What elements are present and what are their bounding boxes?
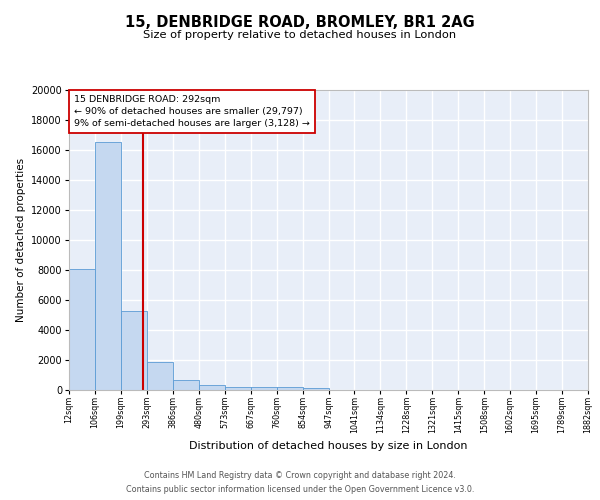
Bar (199, 385, 224, 390)
Bar (302, 388, 329, 390)
Bar (173, 380, 199, 390)
Text: Size of property relative to detached houses in London: Size of property relative to detached ho… (143, 30, 457, 40)
Bar (251, 387, 277, 390)
Bar (225, 386, 251, 390)
Text: 15 DENBRIDGE ROAD: 292sqm
← 90% of detached houses are smaller (29,797)
9% of se: 15 DENBRIDGE ROAD: 292sqm ← 90% of detac… (74, 94, 310, 128)
Bar (121, 310, 147, 390)
X-axis label: Distribution of detached houses by size in London: Distribution of detached houses by size … (189, 442, 468, 452)
Bar (277, 388, 302, 390)
Text: 15, DENBRIDGE ROAD, BROMLEY, BR1 2AG: 15, DENBRIDGE ROAD, BROMLEY, BR1 2AG (125, 15, 475, 30)
Text: Contains HM Land Registry data © Crown copyright and database right 2024.: Contains HM Land Registry data © Crown c… (144, 472, 456, 480)
Text: Contains public sector information licensed under the Open Government Licence v3: Contains public sector information licen… (126, 484, 474, 494)
Bar (95, 142, 121, 390)
Y-axis label: Number of detached properties: Number of detached properties (16, 158, 26, 322)
Bar (69, 268, 95, 390)
Bar (147, 362, 173, 390)
